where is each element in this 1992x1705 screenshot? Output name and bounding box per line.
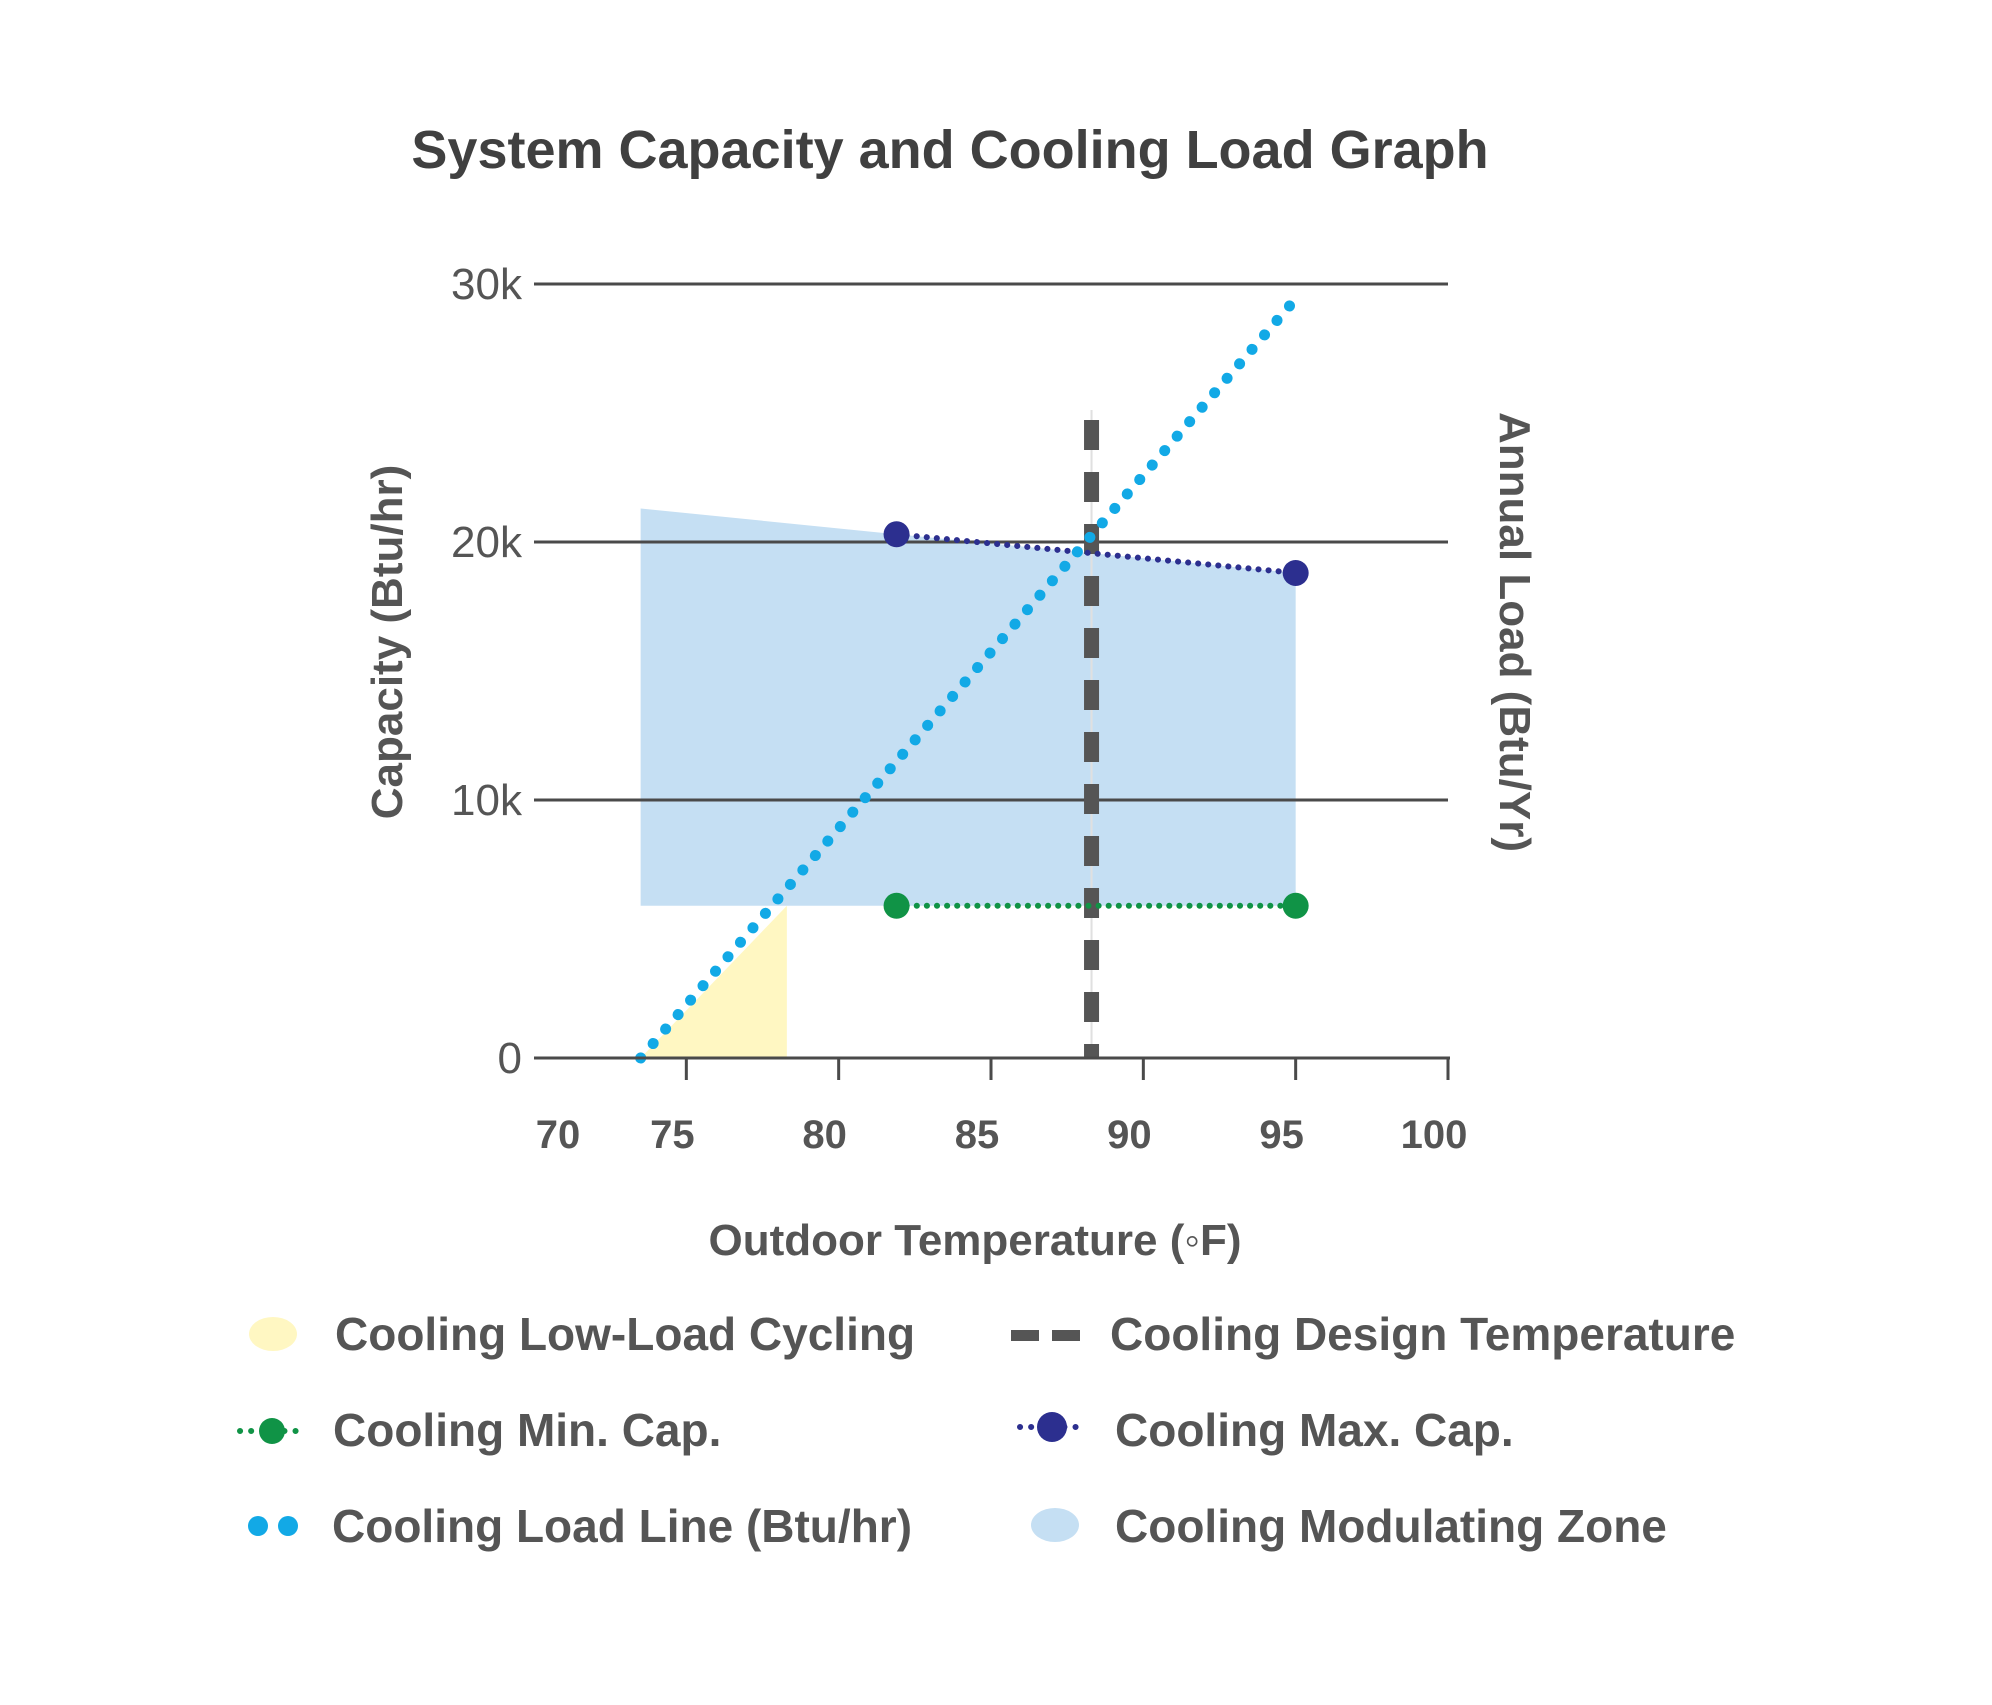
y-axis-label: Capacity (Btu/hr) <box>363 465 412 819</box>
x-tick-label: 70 <box>536 1113 581 1157</box>
legend-label-design-temperature: Cooling Design Temperature <box>1110 1308 1735 1360</box>
point-cooling-max-cap <box>883 521 910 548</box>
y-tick-label: 0 <box>498 1034 522 1083</box>
area-cooling-low-load-cycling <box>640 905 787 1058</box>
x-axis-label: Outdoor Temperature (◦F) <box>708 1216 1241 1265</box>
y-tick-label: 20k <box>451 518 523 567</box>
plot-areas <box>640 508 1296 1058</box>
navy-dotted-marker-icon <box>1017 1412 1087 1442</box>
legend-label-low-load-cycling: Cooling Low-Load Cycling <box>335 1308 915 1360</box>
blue-dots-icon <box>248 1516 298 1536</box>
y-tick-label: 30k <box>451 260 523 309</box>
yellow-ellipse-icon <box>249 1317 297 1351</box>
x-tick-label: 85 <box>955 1113 1000 1157</box>
x-tick-label: 80 <box>802 1113 847 1157</box>
legend-label-modulating-zone: Cooling Modulating Zone <box>1115 1500 1667 1552</box>
y-tick-label: 10k <box>451 776 523 825</box>
legend-label-max-cap: Cooling Max. Cap. <box>1115 1404 1514 1456</box>
point-cooling-min-cap <box>883 892 910 919</box>
light-blue-ellipse-icon <box>1031 1508 1079 1542</box>
chart-title: System Capacity and Cooling Load Graph <box>411 120 1488 180</box>
x-tick-label: 90 <box>1107 1113 1152 1157</box>
line-cooling-max-cap <box>893 531 1299 576</box>
x-tick-label: 100 <box>1401 1113 1468 1157</box>
axes: 0 10k 20k 30k 70 75 80 85 90 95 100 <box>451 260 1467 1157</box>
area-cooling-modulating-zone <box>640 508 1296 906</box>
point-cooling-min-cap <box>1282 892 1309 919</box>
dash-line-icon <box>1011 1330 1080 1341</box>
legend-label-load-line: Cooling Load Line (Btu/hr) <box>332 1500 912 1552</box>
line-cooling-load-line-btu-hr <box>635 286 1308 1064</box>
y2-axis-label: Annual Load (Btu/Yr) <box>1490 412 1539 852</box>
grid <box>534 282 1448 802</box>
green-dotted-marker-icon <box>237 1418 305 1444</box>
point-cooling-max-cap <box>1282 559 1309 586</box>
x-tick-label: 95 <box>1259 1113 1304 1157</box>
legend-label-min-cap: Cooling Min. Cap. <box>333 1404 721 1456</box>
series-lines <box>635 286 1309 1064</box>
legend: Cooling Low-Load Cycling Cooling Design … <box>237 1308 1735 1552</box>
x-tick-label: 75 <box>650 1113 695 1157</box>
